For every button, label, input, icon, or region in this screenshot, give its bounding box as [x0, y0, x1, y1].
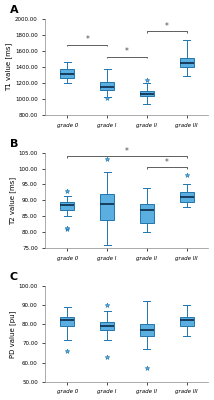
Y-axis label: T2 value [ms]: T2 value [ms]	[9, 176, 16, 224]
PathPatch shape	[180, 192, 193, 202]
Text: *: *	[165, 158, 169, 166]
Text: *: *	[165, 22, 169, 31]
Text: *: *	[85, 35, 89, 44]
PathPatch shape	[100, 82, 114, 90]
PathPatch shape	[180, 58, 193, 67]
PathPatch shape	[140, 204, 154, 223]
PathPatch shape	[100, 322, 114, 330]
Y-axis label: PD value [pu]: PD value [pu]	[9, 310, 16, 358]
PathPatch shape	[100, 194, 114, 220]
Text: A: A	[10, 5, 18, 15]
PathPatch shape	[60, 69, 74, 78]
PathPatch shape	[140, 91, 154, 96]
Y-axis label: T1 value [ms]: T1 value [ms]	[6, 43, 12, 91]
Text: C: C	[10, 272, 18, 282]
PathPatch shape	[140, 324, 154, 336]
Text: *: *	[125, 47, 129, 56]
PathPatch shape	[60, 316, 74, 326]
Text: B: B	[10, 139, 18, 149]
Text: *: *	[125, 147, 129, 156]
PathPatch shape	[180, 316, 193, 326]
PathPatch shape	[60, 202, 74, 210]
